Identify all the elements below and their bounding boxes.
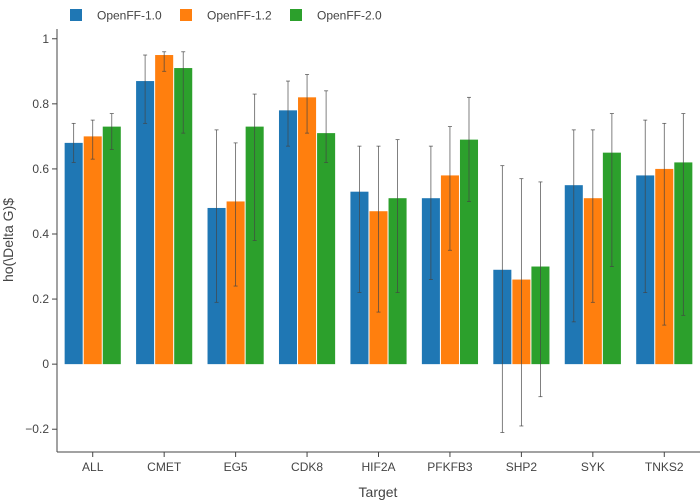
y-axis-title: ho(\Delta G)$ (0, 198, 16, 282)
legend-swatch-openff-1-2 (180, 9, 192, 21)
bar-area (64, 55, 693, 365)
x-axis: ALL CMET EG5 CDK8 HIF2A PFKFB3 SHP2 SYK TNKS2 (57, 451, 700, 474)
bar-cmet-openff-2-0 (174, 68, 193, 365)
bar-pfkfb3-openff-1-0 (421, 198, 440, 365)
y-tick-label: 0 (42, 357, 49, 371)
x-tick-label: SHP2 (506, 460, 538, 474)
x-tick-label: CDK8 (291, 460, 323, 474)
legend-label-openff-1-2: OpenFF-1.2 (207, 9, 272, 23)
y-tick-label: 0.8 (32, 97, 49, 111)
bar-cdk8-openff-1-2 (298, 97, 317, 365)
x-tick-label: TNKS2 (645, 460, 684, 474)
x-tick-label: EG5 (224, 460, 248, 474)
y-tick-label: 0.2 (32, 292, 49, 306)
x-tick-label: SYK (581, 460, 605, 474)
y-tick-label: 1 (42, 32, 49, 46)
legend-swatch-openff-1-0 (70, 9, 82, 21)
x-axis-title: Target (359, 484, 398, 500)
bar-pfkfb3-openff-2-0 (459, 139, 479, 365)
bar-all-openff-2-0 (102, 126, 121, 365)
y-axis: −0.2 0 0.2 0.4 0.6 0.8 1 (25, 29, 58, 452)
bar-cdk8-openff-2-0 (317, 133, 336, 365)
bar-cmet-openff-1-2 (155, 55, 174, 365)
y-tick-label: 0.4 (32, 227, 49, 241)
x-tick-label: CMET (147, 460, 182, 474)
bar-cdk8-openff-1-0 (278, 110, 298, 365)
legend: OpenFF-1.0 OpenFF-1.2 OpenFF-2.0 (70, 9, 382, 23)
bar-eg5-openff-2-0 (245, 126, 264, 365)
legend-label-openff-2-0: OpenFF-2.0 (317, 9, 382, 23)
bar-cmet-openff-1-0 (136, 81, 155, 365)
error-bars (71, 51, 686, 433)
y-tick-label: −0.2 (25, 422, 49, 436)
bar-pfkfb3-openff-1-2 (440, 175, 459, 365)
bar-all-openff-1-0 (64, 142, 83, 365)
legend-swatch-openff-2-0 (290, 9, 302, 21)
x-tick-label: HIF2A (361, 460, 395, 474)
legend-label-openff-1-0: OpenFF-1.0 (97, 9, 162, 23)
y-tick-label: 0.6 (32, 162, 49, 176)
x-tick-label: ALL (82, 460, 104, 474)
bar-all-openff-1-2 (83, 136, 102, 365)
x-tick-label: PFKFB3 (427, 460, 473, 474)
